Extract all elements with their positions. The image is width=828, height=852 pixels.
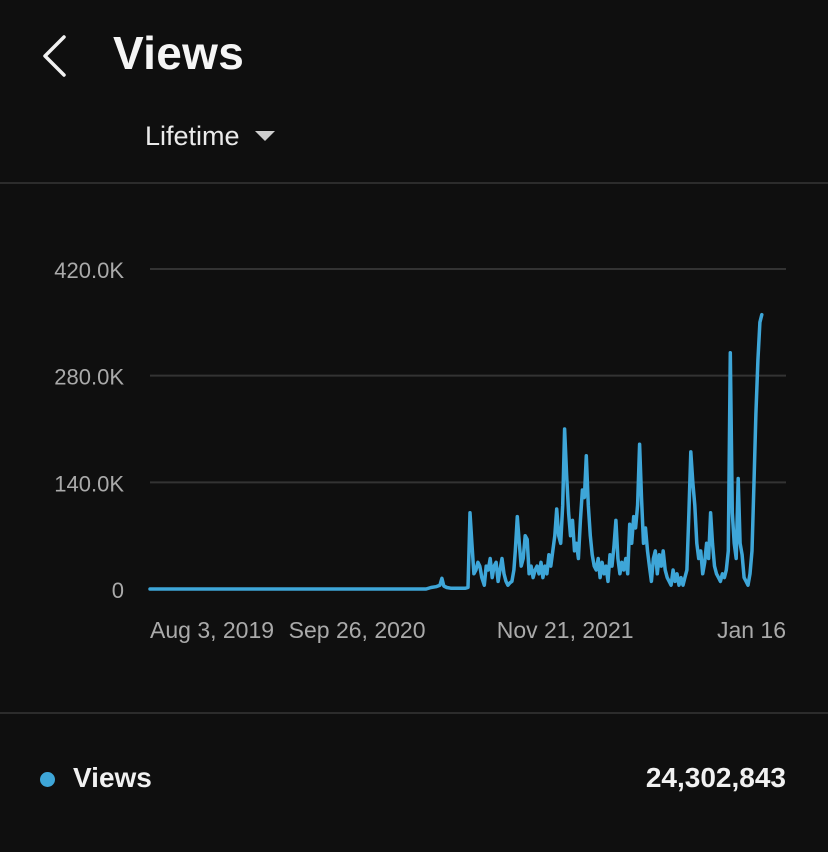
x-tick-label: Aug 3, 2019 [150, 617, 274, 643]
legend-divider [0, 712, 828, 714]
triangle-down-icon [254, 131, 275, 141]
period-label: Lifetime [145, 120, 240, 151]
legend-row[interactable]: Views 24,302,843 [0, 714, 828, 852]
y-tick-label: 280.0K [54, 365, 124, 390]
page-title: Views [113, 27, 245, 79]
views-chart: 0 140.0K 280.0K 420.0K Aug 3, 2019 Sep 26, 20… [0, 184, 828, 712]
series-line-views [148, 312, 764, 591]
x-tick-label: Jan 16 [717, 617, 786, 643]
x-tick-label: Nov 21, 2021 [497, 617, 634, 643]
header-divider [0, 182, 828, 184]
x-tick-label: Sep 26, 2020 [289, 617, 426, 643]
series-color-dot [40, 772, 55, 787]
legend-series-label: Views [73, 762, 152, 793]
y-tick-label: 0 [112, 578, 124, 603]
y-tick-label: 140.0K [54, 471, 124, 496]
views-line-chart: 0 140.0K 280.0K 420.0K Aug 3, 2019 Sep 26, 20… [54, 258, 786, 643]
chevron-left-icon [43, 35, 66, 77]
total-views-value: 24,302,843 [645, 762, 786, 793]
period-dropdown[interactable]: Lifetime [145, 116, 276, 156]
y-tick-label: 420.0K [54, 258, 124, 283]
back-button[interactable] [30, 28, 82, 84]
